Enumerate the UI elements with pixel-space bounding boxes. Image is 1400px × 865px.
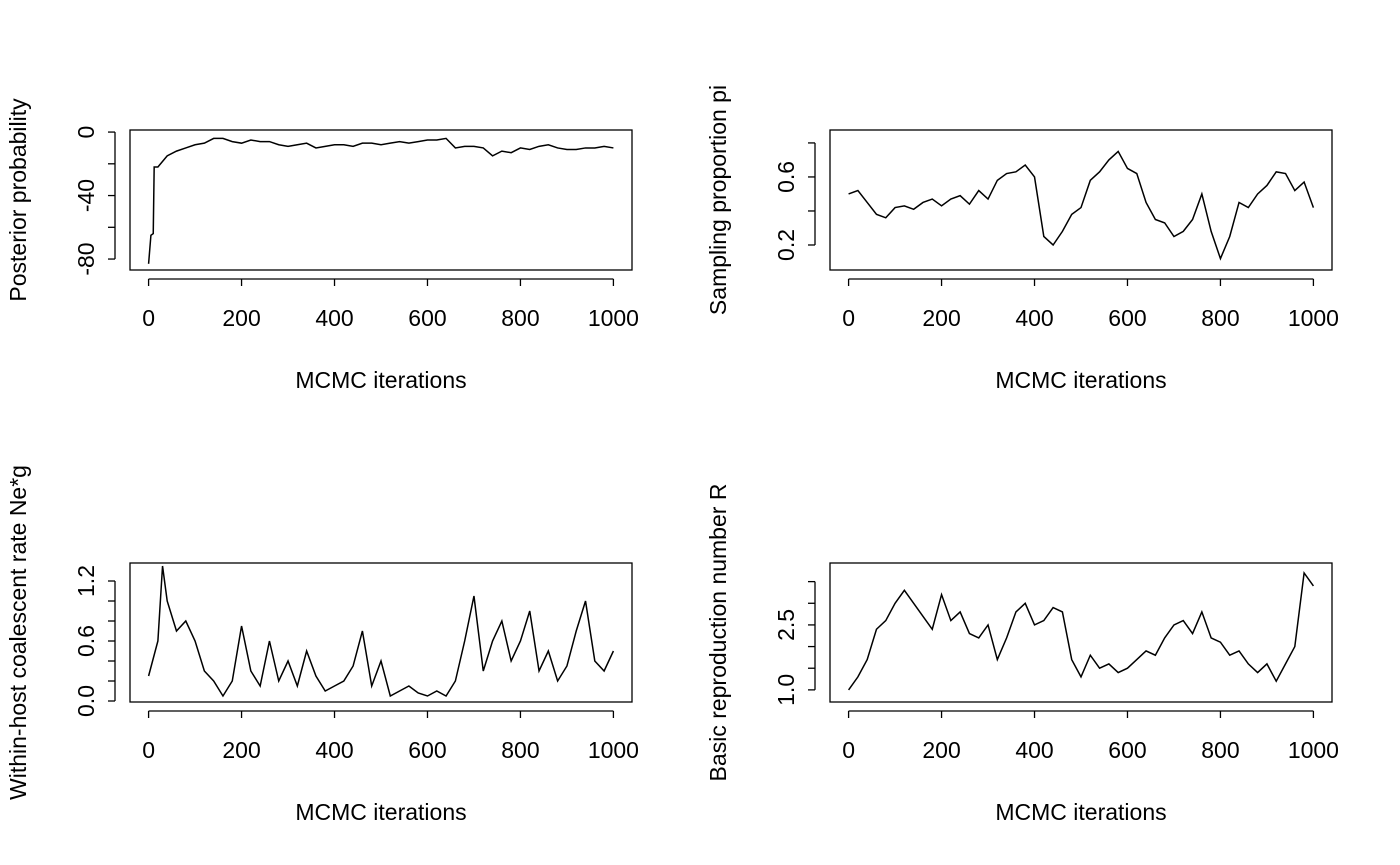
x-tick-label: 0 — [842, 737, 855, 763]
x-tick-label: 0 — [842, 305, 855, 331]
plot-box — [829, 562, 1333, 703]
x-tick-label: 1000 — [1288, 737, 1339, 763]
x-tick-label: 600 — [1108, 305, 1146, 331]
x-axis-title: MCMC iterations — [995, 799, 1166, 825]
x-tick-label: 400 — [315, 305, 353, 331]
plot-box — [829, 129, 1333, 271]
y-tick-label: 0.0 — [73, 685, 99, 717]
x-tick-label: 1000 — [588, 305, 639, 331]
x-tick-label: 600 — [1108, 737, 1146, 763]
y-tick-label: 0.6 — [73, 625, 99, 657]
trace-line — [147, 565, 615, 698]
y-tick-label: -80 — [73, 242, 99, 275]
y-tick-label: 0 — [73, 126, 99, 139]
plot-box — [129, 129, 633, 271]
y-tick-label: 0.2 — [773, 229, 799, 261]
x-tick-label: 1000 — [1288, 305, 1339, 331]
y-axis-title: Within-host coalescent rate Ne*g — [5, 465, 31, 800]
x-tick-label: 200 — [922, 737, 960, 763]
x-tick-label: 200 — [222, 737, 260, 763]
y-tick-label: 1.0 — [773, 674, 799, 706]
x-tick-label: 600 — [408, 305, 446, 331]
x-tick-label: 200 — [922, 305, 960, 331]
x-axis-title: MCMC iterations — [295, 799, 466, 825]
x-axis-title: MCMC iterations — [295, 367, 466, 393]
y-axis-title: Sampling proportion pi — [705, 85, 731, 315]
x-tick-label: 800 — [501, 305, 539, 331]
x-axis-title: MCMC iterations — [995, 367, 1166, 393]
x-tick-label: 200 — [222, 305, 260, 331]
x-tick-label: 800 — [1201, 737, 1239, 763]
y-axis-title: Posterior probability — [5, 98, 31, 302]
x-tick-label: 0 — [142, 305, 155, 331]
y-tick-label: -40 — [73, 179, 99, 212]
plot-box — [129, 562, 633, 703]
x-tick-label: 1000 — [588, 737, 639, 763]
y-tick-label: 0.6 — [773, 161, 799, 193]
x-tick-label: 400 — [1015, 737, 1053, 763]
trace-line — [848, 150, 1315, 261]
x-tick-label: 800 — [1201, 305, 1239, 331]
x-tick-label: 800 — [501, 737, 539, 763]
trace-line — [847, 570, 1315, 691]
y-tick-label: 1.2 — [73, 565, 99, 597]
trace-line — [147, 137, 614, 264]
x-tick-label: 0 — [142, 737, 155, 763]
y-axis-title: Basic reproduction number R — [705, 484, 731, 782]
y-tick-label: 2.5 — [773, 609, 799, 641]
x-tick-label: 600 — [408, 737, 446, 763]
x-tick-label: 400 — [1015, 305, 1053, 331]
x-tick-label: 400 — [315, 737, 353, 763]
